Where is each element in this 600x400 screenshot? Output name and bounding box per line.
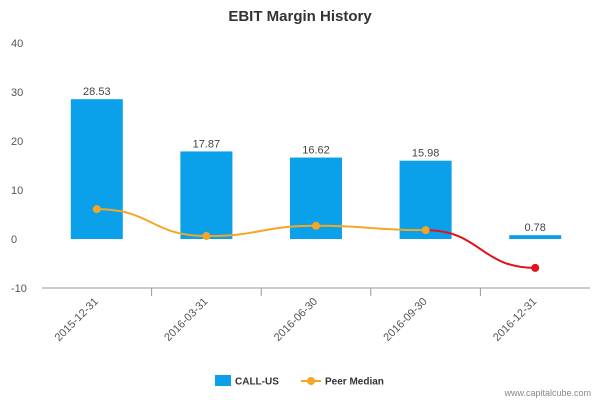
x-tick-label: 2015-12-31 [53,296,101,344]
bar-call-us [70,99,123,239]
x-tick-label: 2016-09-30 [381,296,429,344]
chart-title: EBIT Margin History [228,8,372,25]
y-tick-label: 10 [11,185,23,197]
legend-label-call-us: CALL-US [235,377,279,388]
peer-median-point [312,221,320,230]
y-tick-label: 30 [11,87,23,99]
bar-data-label: 15.98 [412,148,440,160]
legend: CALL-US Peer Median [215,375,384,388]
peer-median-line [96,208,426,238]
peer-median-point [202,232,211,241]
bar-call-us [509,235,562,239]
peer-median-point [92,205,101,214]
x-tick-label: 2016-06-30 [272,296,320,344]
legend-swatch-call-us [215,375,231,386]
x-tick-label: 2016-03-31 [162,296,210,344]
peer-median-point [421,226,430,235]
watermark: www.capitalcube.com [503,388,591,398]
bar-data-label: 16.62 [302,145,330,157]
x-tick-label: 2016-12-31 [491,296,539,344]
legend-marker-peer-median [307,377,315,385]
peer-median-point [531,263,540,272]
y-tick-label: 40 [11,38,23,50]
bar-call-us [399,160,452,239]
y-tick-label: -10 [11,283,27,295]
bar-data-label: 17.87 [193,138,221,150]
bar-data-label: 0.78 [524,222,545,234]
y-tick-label: 20 [11,136,23,148]
bar-data-label: 28.53 [83,86,111,98]
legend-label-peer-median: Peer Median [325,377,384,388]
y-tick-label: 0 [11,234,17,246]
peer-median-line-decline [425,229,536,269]
bar-call-us [180,151,233,239]
